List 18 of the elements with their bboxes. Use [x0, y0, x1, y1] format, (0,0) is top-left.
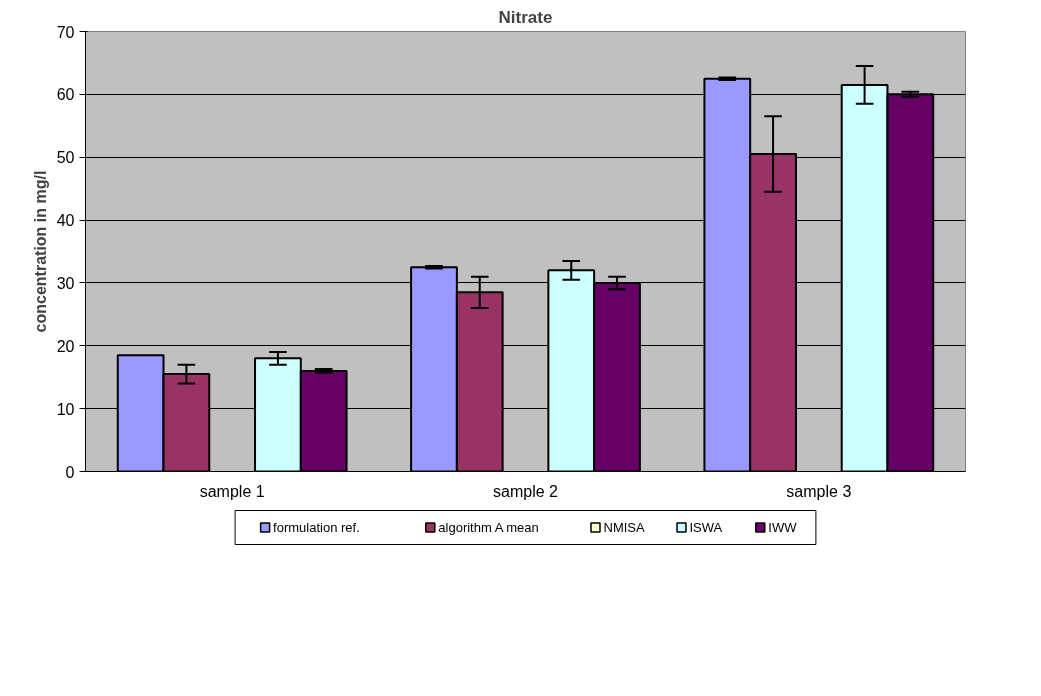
y-tick-label: 20: [56, 337, 75, 355]
x-tick-label: sample 2: [493, 482, 559, 500]
y-tick-label: 0: [65, 463, 75, 481]
legend-label: NMISA: [603, 520, 645, 535]
chart-title: Nitrate: [498, 7, 553, 27]
legend-label: algorithm A mean: [438, 520, 539, 535]
y-tick-label: 70: [56, 23, 75, 41]
y-tick-label: 40: [56, 212, 75, 230]
legend-label: ISWA: [689, 520, 723, 535]
x-tick-label: sample 3: [786, 482, 852, 500]
y-tick-label: 30: [56, 274, 75, 292]
y-tick-label: 50: [56, 149, 75, 167]
y-tick-label: 10: [56, 400, 75, 418]
legend-label: IWW: [768, 520, 798, 535]
x-tick-label: sample 1: [199, 482, 265, 500]
y-axis-title: concentration in mg/l: [31, 170, 49, 333]
legend-label: formulation ref.: [273, 520, 360, 535]
y-tick-label: 60: [56, 86, 75, 104]
